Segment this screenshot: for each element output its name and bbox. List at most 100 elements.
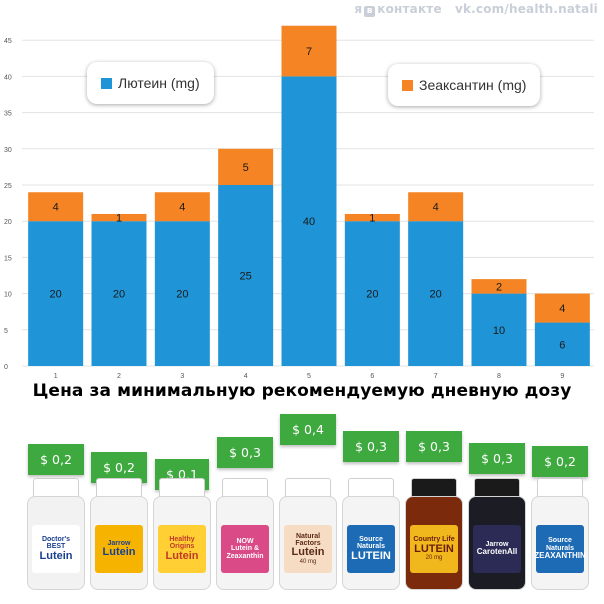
data-label-lutein: 20	[176, 289, 188, 301]
data-label-lutein: 10	[493, 325, 505, 337]
bottle-label: Country Life LUTEIN 20 mg	[410, 525, 458, 573]
bottle-body: Source Naturals ZEAXANTHIN	[531, 496, 589, 590]
bottle-body: Country Life LUTEIN 20 mg	[405, 496, 463, 590]
product-brand: Source Naturals	[545, 537, 574, 552]
y-tick-label: 0	[4, 364, 8, 371]
bottle-body: Source Naturals LUTEIN	[342, 496, 400, 590]
product-brand: Doctor's BEST	[41, 535, 71, 551]
product-name: CarotenAll	[476, 547, 518, 557]
x-tick-label: 3	[180, 373, 184, 380]
data-label-zeaxanthin: 1	[369, 213, 375, 225]
bar-lutein	[281, 76, 337, 367]
product-brand: Natural Factors	[295, 532, 321, 548]
bottle-label: Healthy Origins Lutein	[158, 525, 206, 573]
data-labels: 20 4 20 1 20 4 25 5 40 7 20 1 20 4 10 2 6 4	[50, 46, 566, 351]
y-tick-label: 10	[4, 292, 12, 299]
price-title: Цена за минимальную рекомендуемую дневну…	[32, 381, 572, 401]
price-box: $ 0,1	[155, 459, 209, 490]
bottle-label: Jarrow Lutein	[95, 525, 143, 573]
y-tick-label: 45	[4, 38, 12, 45]
data-label-lutein: 20	[50, 289, 62, 301]
data-label-lutein: 25	[240, 271, 252, 283]
product-bottle: Jarrow Lutein	[90, 478, 148, 590]
y-tick-label: 35	[4, 111, 12, 118]
product-name: Lutein	[291, 546, 325, 559]
bottle-body: Doctor's BEST Lutein	[27, 496, 85, 590]
x-tick-label: 2	[117, 373, 121, 380]
bar-zeaxanthin	[344, 213, 400, 222]
bottle-label: Doctor's BEST Lutein	[32, 525, 80, 573]
bar-zeaxanthin	[218, 148, 274, 185]
data-label-lutein: 6	[559, 339, 565, 351]
product-name: Lutein	[165, 549, 199, 562]
product-name: Lutein	[102, 545, 136, 558]
bottle-body: Natural Factors Lutein 40 mg	[279, 496, 337, 590]
bottle-cap	[474, 478, 520, 500]
legend-zeaxanthin-swatch	[402, 79, 413, 91]
bar-lutein	[28, 221, 84, 366]
bar-lutein	[534, 322, 590, 366]
price-box: $ 0,2	[91, 452, 147, 483]
y-tick-label: 30	[4, 147, 12, 154]
bar-lutein	[408, 221, 464, 366]
price-box: $ 0,3	[343, 431, 399, 462]
x-axis-ticks: 1 2 3 4 5 6 7 8 9	[54, 373, 565, 380]
bottle-cap	[537, 478, 583, 500]
product-brand: Country Life	[413, 536, 455, 544]
vk-watermark: я в контакте vk.com/health.natali	[354, 2, 598, 17]
data-label-lutein: 20	[113, 289, 125, 301]
y-axis-ticks: 0 5 10 15 20 25 30 35 40 45	[4, 38, 12, 371]
product-name: Lutein & Zeaxanthin	[226, 545, 264, 560]
bar-zeaxanthin	[534, 293, 590, 323]
product-name: Lutein	[39, 549, 73, 562]
product-bottle: Jarrow CarotenAll	[468, 478, 526, 590]
data-label-zeaxanthin: 4	[179, 202, 185, 214]
product-dose: 20 mg	[425, 555, 443, 562]
product-bottle: Country Life LUTEIN 20 mg	[405, 478, 463, 590]
product-bottle: Doctor's BEST Lutein	[27, 478, 85, 590]
bottle-label: Natural Factors Lutein 40 mg	[284, 525, 332, 573]
x-tick-label: 9	[560, 373, 564, 380]
bottle-body: Healthy Origins Lutein	[153, 496, 211, 590]
product-bottle: NOW Lutein & Zeaxanthin	[216, 478, 274, 590]
bar-lutein	[154, 221, 210, 366]
data-label-zeaxanthin: 4	[433, 202, 439, 214]
price-box: $ 0,2	[532, 446, 588, 477]
y-tick-label: 15	[4, 255, 12, 262]
y-tick-label: 25	[4, 183, 12, 190]
x-tick-label: 7	[434, 373, 438, 380]
product-brand: NOW	[236, 537, 254, 545]
bottle-label: Source Naturals ZEAXANTHIN	[534, 525, 586, 573]
product-name: ZEAXANTHIN	[534, 551, 586, 561]
data-label-zeaxanthin: 5	[243, 162, 249, 174]
data-label-zeaxanthin: 2	[496, 281, 502, 293]
vk-icon: в	[364, 6, 376, 17]
bottle-cap	[285, 478, 331, 500]
bar-zeaxanthin	[154, 192, 210, 222]
x-tick-label: 6	[370, 373, 374, 380]
product-name: LUTEIN	[351, 549, 391, 562]
price-box: $ 0,3	[406, 431, 462, 462]
y-tick-label: 20	[4, 219, 12, 226]
data-label-zeaxanthin: 4	[53, 202, 59, 214]
legend-zeaxanthin: Зеаксантин (mg)	[388, 64, 541, 106]
bar-zeaxanthin	[408, 192, 464, 222]
bottle-cap	[411, 478, 457, 500]
bar-zeaxanthin	[471, 279, 527, 294]
y-tick-label: 5	[4, 328, 8, 335]
y-tick-label: 40	[4, 74, 12, 81]
price-box: $ 0,2	[28, 444, 84, 475]
product-brand: Jarrow	[107, 539, 131, 547]
product-bottle: Source Naturals ZEAXANTHIN	[531, 478, 589, 590]
product-brand: Healthy Origins	[169, 535, 195, 551]
product-brand: Jarrow	[485, 541, 509, 549]
data-label-zeaxanthin: 7	[306, 46, 312, 58]
data-label-zeaxanthin: 4	[559, 303, 565, 315]
bottle-cap	[348, 478, 394, 500]
x-tick-label: 1	[54, 373, 58, 380]
price-box: $ 0,4	[280, 414, 336, 445]
bottle-cap	[159, 478, 205, 500]
product-dose: 40 mg	[299, 558, 317, 565]
bottle-cap	[96, 478, 142, 500]
product-bottle: Healthy Origins Lutein	[153, 478, 211, 590]
